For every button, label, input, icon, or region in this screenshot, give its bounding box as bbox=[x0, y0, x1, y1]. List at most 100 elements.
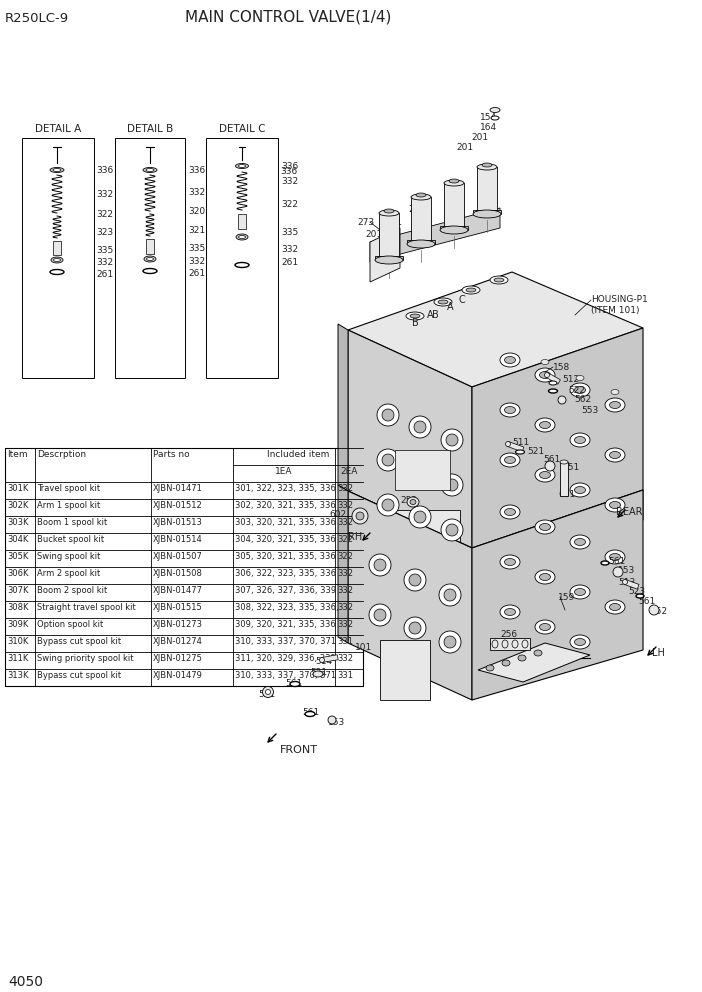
Text: XJBN-01512: XJBN-01512 bbox=[153, 501, 203, 510]
Ellipse shape bbox=[147, 258, 154, 261]
Text: 552: 552 bbox=[650, 607, 667, 616]
Ellipse shape bbox=[535, 520, 555, 534]
Ellipse shape bbox=[375, 256, 403, 264]
Ellipse shape bbox=[407, 497, 419, 507]
Ellipse shape bbox=[570, 635, 590, 649]
Ellipse shape bbox=[609, 603, 621, 610]
Ellipse shape bbox=[410, 314, 420, 318]
Polygon shape bbox=[395, 450, 450, 490]
Ellipse shape bbox=[369, 604, 391, 626]
Text: 304, 320, 321, 335, 336: 304, 320, 321, 335, 336 bbox=[235, 535, 336, 544]
Ellipse shape bbox=[434, 298, 452, 306]
Ellipse shape bbox=[441, 429, 463, 451]
Text: 322: 322 bbox=[96, 210, 113, 219]
Polygon shape bbox=[477, 167, 497, 212]
Ellipse shape bbox=[570, 433, 590, 447]
Text: Bypass cut spool kit: Bypass cut spool kit bbox=[37, 671, 121, 680]
Ellipse shape bbox=[440, 226, 468, 234]
Text: 332: 332 bbox=[337, 603, 353, 612]
Ellipse shape bbox=[636, 594, 644, 598]
Text: 303, 320, 321, 335, 336: 303, 320, 321, 335, 336 bbox=[235, 518, 336, 527]
Text: 335: 335 bbox=[96, 246, 113, 255]
Text: REAR: REAR bbox=[616, 507, 642, 517]
Text: 311K: 311K bbox=[7, 654, 28, 663]
Ellipse shape bbox=[502, 640, 508, 648]
Text: 308, 322, 323, 335, 336,: 308, 322, 323, 335, 336, bbox=[235, 603, 338, 612]
Text: Arm 1 spool kit: Arm 1 spool kit bbox=[37, 501, 100, 510]
Ellipse shape bbox=[50, 168, 64, 173]
Ellipse shape bbox=[406, 312, 424, 320]
Text: 307K: 307K bbox=[7, 586, 29, 595]
Text: 336: 336 bbox=[280, 167, 297, 176]
Ellipse shape bbox=[574, 387, 585, 394]
Ellipse shape bbox=[574, 588, 585, 595]
Text: XJBN-01477: XJBN-01477 bbox=[153, 586, 203, 595]
Text: 2EA: 2EA bbox=[340, 467, 358, 476]
Ellipse shape bbox=[319, 658, 324, 663]
Polygon shape bbox=[472, 490, 643, 700]
Text: 309, 320, 321, 335, 336: 309, 320, 321, 335, 336 bbox=[235, 620, 336, 629]
Polygon shape bbox=[472, 328, 643, 548]
Text: 304K: 304K bbox=[7, 535, 28, 544]
Text: B: B bbox=[411, 318, 418, 328]
Ellipse shape bbox=[441, 474, 463, 496]
Polygon shape bbox=[624, 579, 639, 589]
Text: 306K: 306K bbox=[7, 569, 29, 578]
Ellipse shape bbox=[143, 168, 157, 173]
Polygon shape bbox=[238, 214, 246, 229]
Polygon shape bbox=[348, 491, 472, 580]
Text: 332: 332 bbox=[96, 190, 113, 199]
Ellipse shape bbox=[540, 371, 550, 379]
Text: RH: RH bbox=[348, 532, 362, 542]
Text: 512: 512 bbox=[562, 375, 579, 384]
Polygon shape bbox=[338, 485, 348, 643]
Ellipse shape bbox=[146, 169, 154, 172]
Text: 561: 561 bbox=[302, 708, 319, 717]
Text: Bypass cut spool kit: Bypass cut spool kit bbox=[37, 637, 121, 646]
Polygon shape bbox=[5, 448, 363, 686]
Ellipse shape bbox=[379, 210, 399, 216]
Ellipse shape bbox=[144, 256, 156, 262]
Text: 201: 201 bbox=[472, 133, 489, 142]
Ellipse shape bbox=[411, 194, 431, 200]
Polygon shape bbox=[348, 491, 472, 700]
Text: XJBN-01273: XJBN-01273 bbox=[153, 620, 203, 629]
Text: XJBN-01274: XJBN-01274 bbox=[153, 637, 203, 646]
Text: 561: 561 bbox=[543, 455, 560, 464]
Ellipse shape bbox=[500, 353, 520, 367]
Text: XJBN-01275: XJBN-01275 bbox=[153, 654, 203, 663]
Text: 514: 514 bbox=[315, 657, 332, 666]
Ellipse shape bbox=[515, 450, 524, 454]
Text: Bucket spool kit: Bucket spool kit bbox=[37, 535, 104, 544]
Text: 562: 562 bbox=[574, 395, 591, 404]
Ellipse shape bbox=[414, 421, 426, 433]
Ellipse shape bbox=[439, 631, 461, 653]
Ellipse shape bbox=[605, 498, 625, 512]
Text: 332: 332 bbox=[281, 177, 298, 186]
Ellipse shape bbox=[414, 466, 426, 478]
Ellipse shape bbox=[505, 356, 515, 363]
Text: A: A bbox=[446, 302, 453, 312]
Ellipse shape bbox=[541, 359, 549, 364]
Text: 561: 561 bbox=[608, 557, 625, 566]
Ellipse shape bbox=[407, 240, 435, 248]
Text: 251: 251 bbox=[490, 665, 507, 674]
Ellipse shape bbox=[490, 107, 500, 112]
Text: 308K: 308K bbox=[7, 603, 29, 612]
Ellipse shape bbox=[235, 263, 249, 268]
Ellipse shape bbox=[500, 605, 520, 619]
Ellipse shape bbox=[384, 209, 394, 213]
Ellipse shape bbox=[439, 584, 461, 606]
Ellipse shape bbox=[414, 511, 426, 523]
Ellipse shape bbox=[611, 390, 619, 395]
Ellipse shape bbox=[540, 422, 550, 429]
Text: XJBN-01513: XJBN-01513 bbox=[153, 518, 203, 527]
Ellipse shape bbox=[605, 398, 625, 412]
Text: 310, 333, 337, 370, 371: 310, 333, 337, 370, 371 bbox=[235, 637, 336, 646]
Polygon shape bbox=[478, 643, 590, 682]
Text: 309K: 309K bbox=[7, 620, 28, 629]
Text: 322: 322 bbox=[337, 552, 353, 561]
Polygon shape bbox=[507, 441, 524, 451]
Text: DETAIL A: DETAIL A bbox=[35, 124, 81, 134]
Ellipse shape bbox=[446, 524, 458, 536]
